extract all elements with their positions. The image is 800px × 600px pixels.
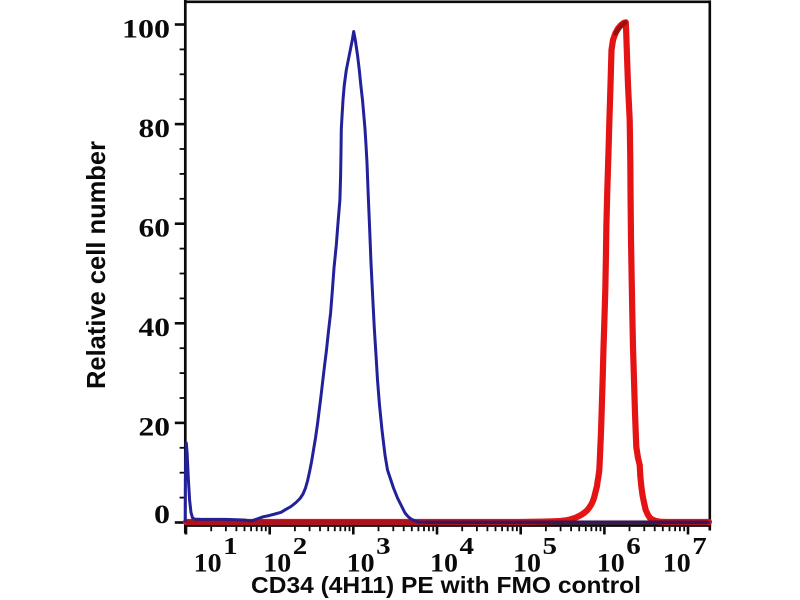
- svg-text:10: 10: [430, 549, 458, 578]
- svg-text:60: 60: [139, 214, 171, 243]
- svg-text:5: 5: [543, 534, 558, 560]
- svg-text:80: 80: [139, 114, 171, 143]
- svg-text:7: 7: [692, 534, 707, 560]
- svg-text:100: 100: [122, 14, 170, 43]
- svg-text:4: 4: [460, 534, 475, 560]
- svg-text:10: 10: [263, 549, 291, 578]
- svg-text:10: 10: [194, 549, 222, 578]
- svg-text:10: 10: [663, 549, 691, 578]
- svg-text:6: 6: [626, 534, 641, 560]
- svg-text:Relative cell number: Relative cell number: [81, 141, 111, 389]
- svg-text:1: 1: [223, 534, 238, 560]
- svg-text:10: 10: [347, 549, 375, 578]
- svg-text:CD34 (4H11) PE with FMO contro: CD34 (4H11) PE with FMO control: [251, 572, 641, 598]
- svg-text:10: 10: [597, 549, 625, 578]
- svg-text:0: 0: [154, 500, 170, 529]
- svg-text:2: 2: [293, 534, 308, 560]
- svg-text:3: 3: [376, 534, 391, 560]
- svg-text:10: 10: [513, 549, 541, 578]
- svg-text:40: 40: [139, 313, 171, 342]
- svg-text:20: 20: [139, 413, 171, 442]
